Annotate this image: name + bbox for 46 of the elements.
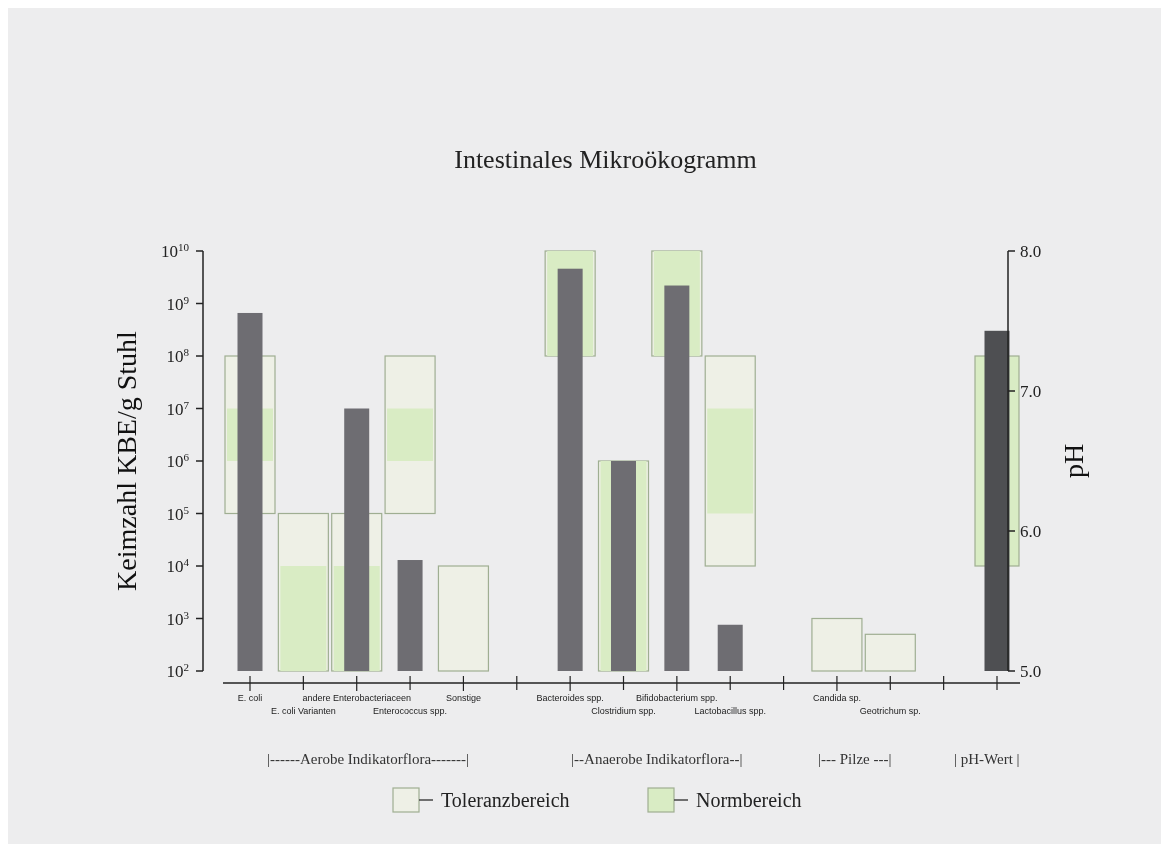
x-tick-label: E. coli	[237, 693, 263, 703]
bar	[557, 268, 583, 671]
bar	[387, 408, 434, 461]
x-tick-label: Clostridium spp.	[591, 706, 656, 716]
x-tick-label: E. coli Varianten	[270, 706, 336, 716]
y2-tick-label: 5.0	[1020, 662, 1042, 681]
text: |--- Pilze ---|	[818, 751, 892, 767]
y2-tick-label: 6.0	[1020, 522, 1042, 541]
y-tick-label: 10$^{3}$	[166, 608, 190, 629]
chart-title: Intestinales Mikroökogramm	[454, 145, 757, 174]
text: |--Anaerobe Indikatorflora--|	[571, 751, 743, 767]
y2-tick-label: 8.0	[1020, 242, 1042, 261]
x-tick-label: Bifidobacterium spp.	[636, 693, 718, 703]
bar	[707, 408, 754, 514]
y-tick-label: 10$^{8}$	[166, 346, 190, 366]
y-tick-label: 10$^{7}$	[166, 398, 190, 419]
y-tick-label: 10$^{10}$	[160, 241, 190, 261]
x-tick-label: Lactobacillus spp.	[694, 706, 766, 716]
x-tick-label: Sonstige	[445, 693, 481, 703]
y-tick-label: 10$^{4}$	[166, 556, 190, 576]
x-tick-label: Bacteroides spp.	[536, 693, 604, 703]
x-tick-label: Candida sp.	[812, 693, 861, 703]
bar	[811, 617, 863, 672]
bar	[397, 560, 423, 671]
y-axis-title: Keimzahl KBE/g Stuhl	[111, 330, 142, 591]
x-tick-label: Enterococcus spp.	[373, 706, 448, 716]
bar	[437, 565, 490, 672]
bar	[717, 624, 743, 671]
y2-axis-title: pH	[1058, 443, 1089, 479]
x-tick-label: Geotrichum sp.	[859, 706, 921, 716]
bar	[237, 312, 263, 671]
text: | pH-Wert |	[953, 751, 1020, 767]
bar	[611, 461, 636, 671]
x-tick-label: andere Enterobacteriaceen	[302, 693, 411, 703]
y-tick-label: 10$^{9}$	[166, 293, 190, 314]
bar	[344, 408, 370, 671]
y2-tick-label: 7.0	[1020, 382, 1042, 401]
bar	[280, 566, 327, 671]
y-tick-label: 10$^{6}$	[166, 451, 190, 471]
bar	[864, 633, 916, 672]
bar	[664, 285, 690, 671]
legend-label: Normbereich	[696, 789, 802, 811]
y-tick-label: 10$^{2}$	[166, 661, 189, 681]
legend-label: Toleranzbereich	[441, 789, 570, 811]
y-tick-label: 10$^{5}$	[166, 503, 190, 524]
text: |------Aerobe Indikatorflora-------|	[266, 751, 470, 767]
